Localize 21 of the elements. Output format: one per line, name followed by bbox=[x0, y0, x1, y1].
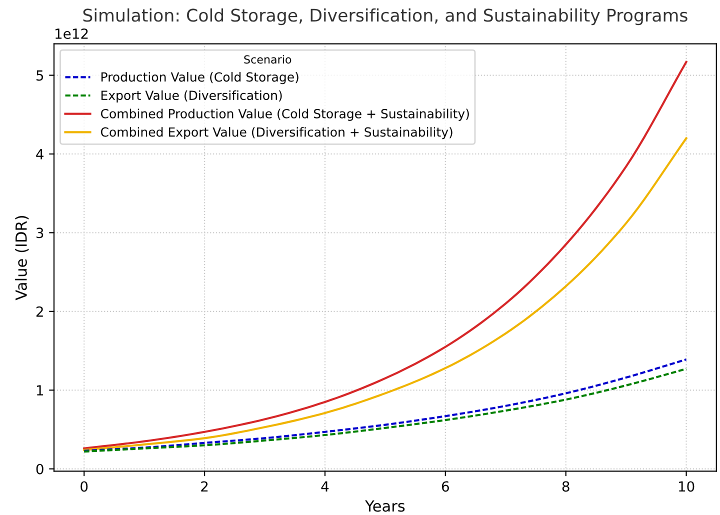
x-tick-label: 10 bbox=[678, 481, 694, 492]
x-tick-label: 0 bbox=[80, 481, 88, 492]
y-tick-label: 3 bbox=[36, 228, 44, 238]
y-tick-label: 2 bbox=[36, 306, 43, 317]
x-axis-title: Years bbox=[365, 500, 405, 512]
y-tick-label: 4 bbox=[36, 149, 44, 160]
x-tick-label: 4 bbox=[321, 481, 329, 492]
y-axis-title: Value (IDR) bbox=[15, 216, 29, 300]
x-tick-label: 2 bbox=[201, 481, 208, 492]
legend-title: Scenario bbox=[244, 55, 292, 64]
y-tick-label: 0 bbox=[36, 464, 44, 474]
y-tick-label: 5 bbox=[36, 70, 44, 81]
y-tick-label: 1 bbox=[36, 385, 43, 396]
x-tick-label: 6 bbox=[442, 481, 449, 492]
legend-label: Production Value (Cold Storage) bbox=[101, 72, 298, 84]
legend-label: Combined Production Value (Cold Storage + Sustainability) bbox=[100, 108, 469, 121]
text: 1e12 bbox=[56, 28, 88, 39]
x-tick-label: 8 bbox=[562, 481, 570, 492]
legend-label: Combined Export Value (Diversification + Sustainability) bbox=[100, 127, 452, 140]
legend-label: Export Value (Diversification) bbox=[101, 90, 282, 102]
chart-title: Simulation: Cold Storage, Diversification, and Sustainability Programs bbox=[83, 8, 688, 26]
